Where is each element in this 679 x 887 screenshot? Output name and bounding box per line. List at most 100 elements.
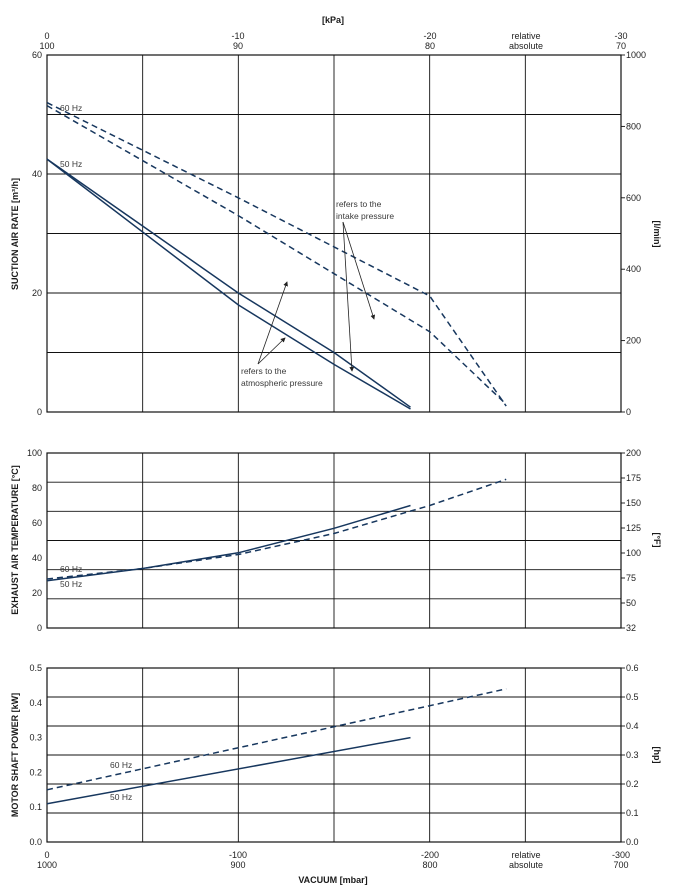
series-label-60hz: 60 Hz — [110, 760, 132, 770]
atmospheric-annotation-line2: atmospheric pressure — [241, 378, 323, 388]
y2-tick-label: 125 — [626, 523, 641, 533]
series-line-50hz-3 — [46, 158, 411, 410]
y-tick-labels: 0.0 0.1 0.2 0.3 0.4 0.5 — [29, 663, 42, 847]
bottom-absolute-label: absolute — [509, 860, 543, 870]
intake-arrow-a — [342, 221, 376, 320]
y2-tick-label: 100 — [626, 548, 641, 558]
top-tick-absolute-1: 90 — [233, 41, 243, 51]
y-tick-label: 0.0 — [29, 837, 42, 847]
series-line-60hz-1 — [46, 104, 507, 405]
bottom-axis-ticks: 0 1000 -100 900 -200 800 relative absolu… — [37, 850, 630, 870]
top-tick-relative-1: -10 — [231, 31, 244, 41]
y2-tick-label: 600 — [626, 193, 641, 203]
y2-tick-label: 0.3 — [626, 750, 639, 760]
y-tick-label: 40 — [32, 553, 42, 563]
intake-arrow-b — [342, 221, 355, 372]
top-tick-relative-0: 0 — [44, 31, 49, 41]
y-tick-label: 80 — [32, 483, 42, 493]
top-tick-absolute-2: 80 — [425, 41, 435, 51]
y-tick-label: 20 — [32, 588, 42, 598]
y2-tick-label: 1000 — [626, 50, 646, 60]
y2-tick-label: 200 — [626, 336, 641, 346]
series-line-60hz-0 — [46, 101, 507, 407]
y-tick-label: 0.4 — [29, 698, 42, 708]
top-tick-relative-3: -30 — [614, 31, 627, 41]
intake-annotation-line2: intake pressure — [336, 211, 394, 221]
y-tick-label: 0.2 — [29, 767, 42, 777]
y-tick-label: 40 — [32, 169, 42, 179]
y2-tick-label: 200 — [626, 448, 641, 458]
y2-axis-title: [hp] — [652, 747, 662, 764]
series-line-50hz-1 — [46, 504, 411, 582]
series-label-60hz: 60 Hz — [60, 103, 82, 113]
y2-tick-label: 150 — [626, 498, 641, 508]
bottom-tick-relative-0: 0 — [44, 850, 49, 860]
exhaust-air-temperature-panel: 0 20 40 60 80 100 32 50 75 100 125 150 175 200 EXHAU… — [10, 448, 662, 633]
series-lines — [46, 688, 507, 805]
bottom-tick-relative-1: -100 — [229, 850, 247, 860]
y2-axis-title: [l/min] — [652, 221, 662, 248]
y2-tick-labels: 32 50 75 100 125 150 175 200 — [621, 448, 641, 633]
series-line-60hz-0 — [46, 478, 507, 580]
series-label-50hz: 50 Hz — [60, 159, 82, 169]
series-lines — [46, 101, 507, 410]
y-tick-label: 20 — [32, 288, 42, 298]
y-tick-label: 0 — [37, 623, 42, 633]
y2-tick-label: 0.2 — [626, 779, 639, 789]
top-relative-label: relative — [511, 31, 540, 41]
bottom-axis-title: VACUUM [mbar] — [298, 875, 367, 885]
grid — [47, 453, 621, 628]
y-axis-title: SUCTION AIR RATE [m³/h] — [10, 178, 20, 290]
y2-tick-label: 75 — [626, 573, 636, 583]
series-line-60hz-0 — [46, 688, 507, 791]
y-axis-title: EXHAUST AIR TEMPERATURE [°C] — [10, 465, 20, 615]
bottom-relative-label: relative — [511, 850, 540, 860]
atmospheric-arrow-b — [257, 337, 286, 365]
series-label-50hz: 50 Hz — [110, 792, 132, 802]
grid — [47, 668, 621, 842]
series-lines — [46, 478, 507, 582]
y-tick-label: 0 — [37, 407, 42, 417]
series-line-50hz-2 — [46, 158, 411, 408]
top-absolute-label: absolute — [509, 41, 543, 51]
y2-tick-labels: 0.0 0.1 0.2 0.3 0.4 0.5 0.6 — [621, 663, 639, 847]
y2-tick-label: 175 — [626, 473, 641, 483]
bottom-tick-relative-3: -300 — [612, 850, 630, 860]
y2-tick-label: 50 — [626, 598, 636, 608]
atmospheric-annotation-line1: refers to the — [241, 366, 287, 376]
motor-shaft-power-panel: 0.0 0.1 0.2 0.3 0.4 0.5 0.0 0.1 0.2 0.3 0.4 0.5 0.6… — [10, 663, 662, 847]
series-label-60hz: 60 Hz — [60, 564, 82, 574]
y2-tick-label: 0.6 — [626, 663, 639, 673]
grid — [47, 55, 621, 412]
bottom-tick-absolute-1: 900 — [230, 860, 245, 870]
series-label-50hz: 50 Hz — [60, 579, 82, 589]
y2-tick-labels: 0 200 400 600 800 1000 — [621, 50, 646, 417]
y2-tick-label: 0 — [626, 407, 631, 417]
y-axis-title: MOTOR SHAFT POWER [kW] — [10, 693, 20, 817]
y-tick-labels: 0 20 40 60 80 100 — [27, 448, 42, 633]
y-tick-label: 0.5 — [29, 663, 42, 673]
y2-tick-label: 0.4 — [626, 721, 639, 731]
top-tick-absolute-0: 100 — [39, 41, 54, 51]
top-axis-ticks: 0 100 -10 90 -20 80 relative absolute -3… — [39, 31, 627, 51]
top-tick-relative-2: -20 — [423, 31, 436, 41]
y-tick-label: 60 — [32, 50, 42, 60]
y2-tick-label: 0.1 — [626, 808, 639, 818]
y2-tick-label: 0.5 — [626, 692, 639, 702]
bottom-tick-relative-2: -200 — [421, 850, 439, 860]
bottom-tick-absolute-2: 800 — [422, 860, 437, 870]
bottom-tick-absolute-0: 1000 — [37, 860, 57, 870]
atmospheric-arrow-a — [257, 281, 288, 365]
top-axis-title: [kPa] — [322, 15, 344, 25]
y-tick-label: 0.1 — [29, 802, 42, 812]
suction-air-rate-panel: 0 20 40 60 0 200 400 600 800 1000 SUCTION AIR RA… — [10, 50, 662, 417]
y2-tick-label: 0.0 — [626, 837, 639, 847]
y-tick-label: 60 — [32, 518, 42, 528]
y2-axis-title: [°F] — [652, 532, 662, 547]
y2-tick-label: 400 — [626, 264, 641, 274]
y-tick-label: 0.3 — [29, 733, 42, 743]
y2-tick-label: 800 — [626, 121, 641, 131]
intake-annotation-line1: refers to the — [336, 199, 382, 209]
series-line-50hz-1 — [46, 736, 411, 805]
